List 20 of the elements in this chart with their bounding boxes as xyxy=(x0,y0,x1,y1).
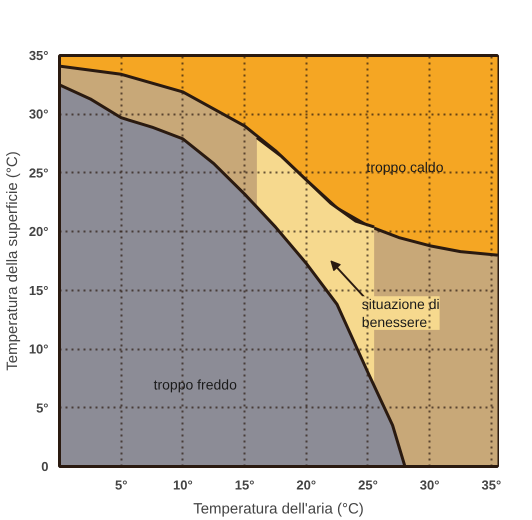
x-tick-label: 5° xyxy=(114,478,128,492)
annotation: situazione di benessere xyxy=(362,296,440,330)
x-axis-title: Temperatura dell'aria (°C) xyxy=(193,500,364,518)
y-tick-label: 15° xyxy=(28,282,49,298)
x-tick-label: 25° xyxy=(358,478,378,492)
y-tick-label: 35° xyxy=(28,48,49,63)
annotation: troppo caldo xyxy=(366,159,444,176)
y-axis-title: Temperatura della superficie (°C) xyxy=(4,151,21,371)
annotation: troppo freddo xyxy=(154,376,238,392)
y-tick-label: 25° xyxy=(28,165,49,180)
x-tick-label: 15° xyxy=(234,478,254,492)
y-tick-label: 20° xyxy=(28,224,49,240)
x-tick-label: 30° xyxy=(420,478,440,492)
x-tick-label: 35° xyxy=(482,478,502,492)
y-tick-label: 5° xyxy=(36,400,49,416)
x-tick-label: 20° xyxy=(296,478,316,492)
y-tick-label: 0 xyxy=(41,459,49,474)
y-tick-label: 30° xyxy=(28,106,49,122)
x-tick-label: 10° xyxy=(173,478,193,492)
y-tick-label: 10° xyxy=(28,342,49,357)
